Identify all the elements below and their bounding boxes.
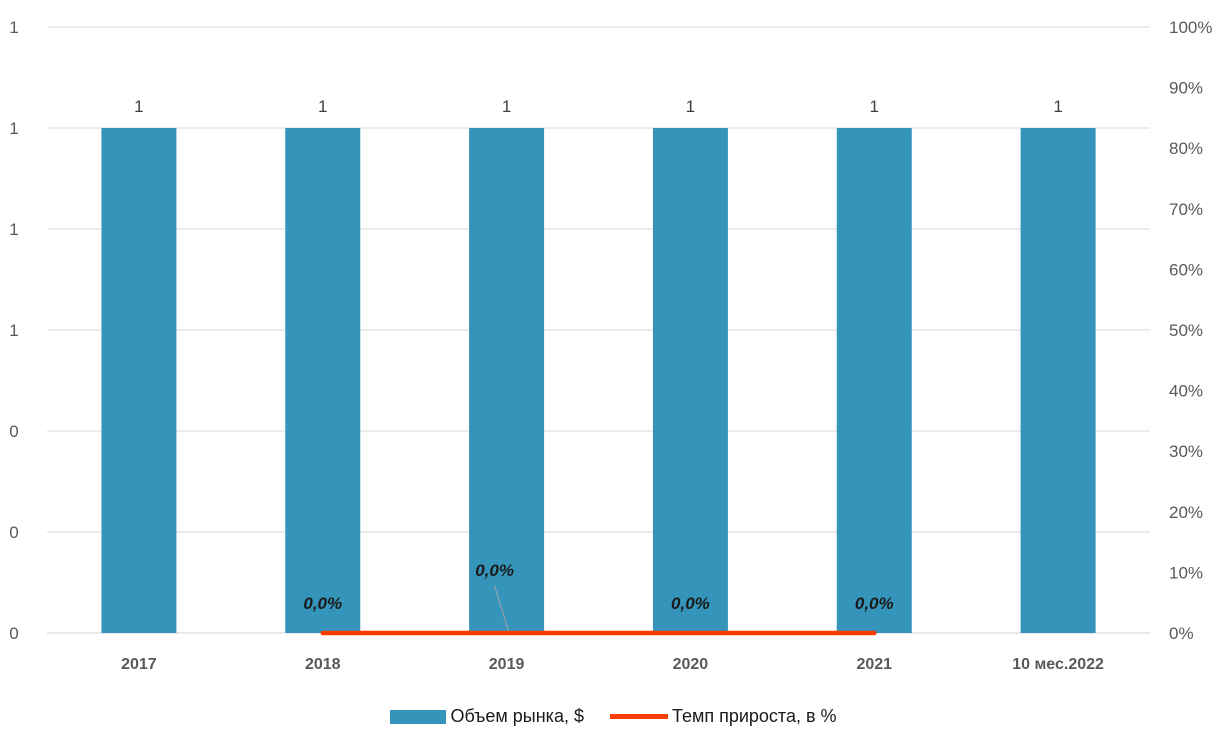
category-label: 10 мес.2022 [1012,656,1104,673]
right-tick-label: 40% [1169,382,1203,401]
left-tick-label: 0 [9,624,18,643]
legend-swatch-volume [390,709,447,724]
category-axis-labels: 2017 2018 2019 2020 2021 10 мес.2022 [121,656,1104,673]
bar [469,128,545,633]
left-axis-ticks: 0 0 0 1 1 1 1 [9,18,18,643]
bar [101,128,177,633]
category-label: 2020 [673,656,709,673]
rate-data-labels: 0,0% 0,0% 0,0% 0,0% [303,561,894,632]
right-tick-label: 80% [1169,139,1203,158]
category-label: 2017 [121,656,157,673]
left-tick-label: 1 [9,321,18,340]
rate-data-label: 0,0% [855,594,894,613]
right-tick-label: 0% [1169,624,1194,643]
bar-data-label: 1 [686,97,695,116]
legend-label-volume: Объем рынка, $ [450,706,584,726]
rate-data-label: 0,0% [671,594,710,613]
bar-data-labels: 1 1 1 1 1 1 [134,97,1063,116]
right-tick-label: 30% [1169,442,1203,461]
left-tick-label: 0 [9,422,18,441]
bar [836,128,912,633]
right-axis-ticks: 0% 10% 20% 30% 40% 50% 60% 70% 80% 90% 100% [1169,18,1212,643]
bar [652,128,728,633]
bar-data-label: 1 [502,97,511,116]
right-tick-label: 50% [1169,321,1203,340]
left-tick-label: 1 [9,220,18,239]
bar [285,128,361,633]
bar-data-label: 1 [1053,97,1062,116]
category-label: 2019 [489,656,525,673]
left-tick-label: 1 [9,18,18,37]
gridlines [47,26,1150,634]
right-tick-label: 60% [1169,260,1203,279]
bar-data-label: 1 [134,97,143,116]
legend-item-volume: Объем рынка, $ [390,706,584,727]
category-label: 2018 [305,656,341,673]
bar-data-label: 1 [870,97,879,116]
right-tick-label: 20% [1169,503,1203,522]
bar [1020,128,1096,633]
legend-item-growth: Темп прироста, в % [609,706,837,727]
rate-label-leader [494,585,510,632]
right-tick-label: 70% [1169,200,1203,219]
category-label: 2021 [856,656,892,673]
legend-label-growth: Темп прироста, в % [671,706,837,726]
rate-data-label: 0,0% [303,594,342,613]
legend: Объем рынка, $ Темп прироста, в % [0,706,1227,727]
bar-series [101,128,1096,633]
right-tick-label: 90% [1169,79,1203,98]
left-tick-label: 1 [9,119,18,138]
bar-data-label: 1 [318,97,327,116]
right-tick-label: 10% [1169,563,1203,582]
right-tick-label: 100% [1169,18,1212,37]
legend-swatch-growth [609,714,668,719]
left-tick-label: 0 [9,523,18,542]
rate-data-label: 0,0% [475,561,514,580]
